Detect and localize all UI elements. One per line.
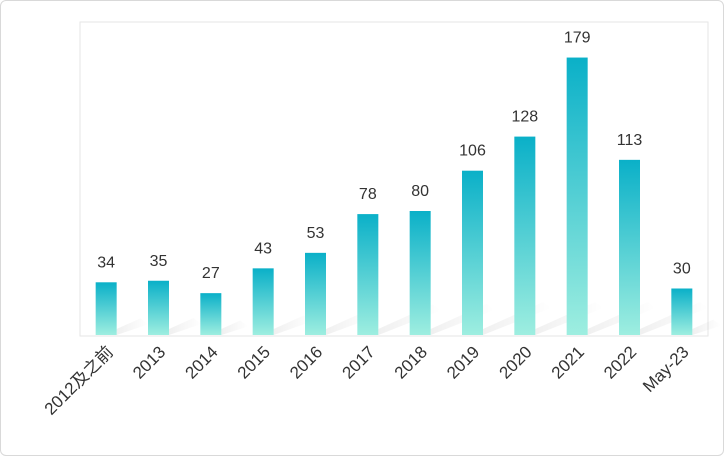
bar-shadow <box>169 318 202 335</box>
x-tick-label: May-23 <box>639 342 693 396</box>
x-tick-label: 2022 <box>600 342 640 382</box>
x-tick-label: 2020 <box>495 342 535 382</box>
plot-area <box>79 21 709 337</box>
bar-2020 <box>514 136 536 335</box>
bar-2022 <box>619 159 640 335</box>
x-tick-label: 2014 <box>181 342 221 382</box>
data-label: 27 <box>202 265 220 282</box>
data-label: 78 <box>359 186 377 203</box>
data-label: 53 <box>307 225 325 242</box>
data-label: 34 <box>97 254 115 271</box>
bar-shadow <box>692 319 722 335</box>
bar-2012及之前 <box>95 282 117 335</box>
data-label: 30 <box>673 261 691 278</box>
x-tick-label: 2016 <box>286 342 326 382</box>
data-label: 113 <box>617 132 643 149</box>
bar-2017 <box>357 214 379 335</box>
bar-shadow <box>116 318 149 335</box>
bar-2021 <box>566 57 588 336</box>
data-label: 179 <box>564 30 591 47</box>
bar-2015 <box>252 268 274 335</box>
x-tick-label: 2018 <box>391 342 431 382</box>
bar-2019 <box>462 170 483 335</box>
data-label: 35 <box>150 253 168 270</box>
bar-2016 <box>305 252 326 335</box>
bar-2014 <box>200 293 222 335</box>
x-tick-label: 2021 <box>548 342 588 382</box>
x-tick-label: 2013 <box>129 342 169 382</box>
x-tick-label: 2015 <box>234 342 274 382</box>
data-label: 128 <box>511 109 538 126</box>
bar-May-23 <box>671 288 693 335</box>
x-tick-label: 2012及之前 <box>41 342 117 418</box>
bar-shadow <box>221 320 249 335</box>
bar-shadow <box>273 315 312 335</box>
x-tick-label: 2019 <box>443 342 483 382</box>
data-label: 106 <box>459 143 486 160</box>
x-tick-label: 2017 <box>338 342 378 382</box>
data-label: 43 <box>254 240 272 257</box>
bar-2018 <box>409 211 431 335</box>
data-label: 80 <box>411 183 429 200</box>
bar-2013 <box>148 280 169 335</box>
